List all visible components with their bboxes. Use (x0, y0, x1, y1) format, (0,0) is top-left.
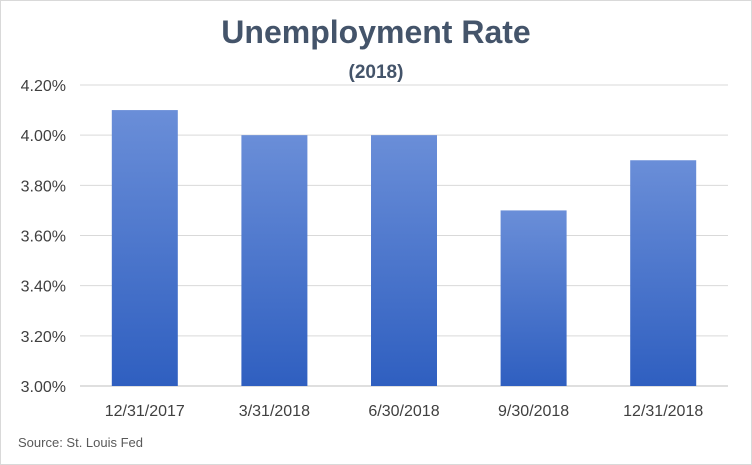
x-tick-label: 9/30/2018 (498, 403, 569, 420)
y-axis-ticks: 3.00% 3.20% 3.40% 3.60% 3.80% 4.00% 4.20% (21, 78, 66, 396)
bar (500, 210, 567, 386)
bar (371, 135, 437, 386)
x-tick-label: 6/30/2018 (368, 403, 439, 420)
y-tick-label: 3.00% (21, 379, 66, 396)
x-axis-ticks: 12/31/2017 3/31/2018 6/30/2018 9/30/2018 12/… (105, 403, 704, 420)
x-tick-label: 12/31/2017 (105, 403, 185, 420)
x-tick-label: 12/31/2018 (623, 403, 703, 420)
bar (630, 160, 697, 386)
bar (111, 110, 178, 386)
y-tick-label: 3.40% (21, 279, 66, 296)
y-tick-label: 3.60% (21, 229, 66, 246)
y-tick-label: 3.20% (21, 329, 66, 346)
bar (241, 135, 308, 386)
y-tick-label: 4.20% (21, 78, 66, 95)
source-note: Source: St. Louis Fed (18, 435, 143, 450)
x-tick-label: 3/31/2018 (239, 403, 310, 420)
chart-subtitle: (2018) (349, 62, 404, 83)
y-tick-label: 3.80% (21, 178, 66, 195)
chart-title: Unemployment Rate (221, 14, 530, 50)
y-tick-label: 4.00% (21, 128, 66, 145)
bars (111, 110, 697, 386)
